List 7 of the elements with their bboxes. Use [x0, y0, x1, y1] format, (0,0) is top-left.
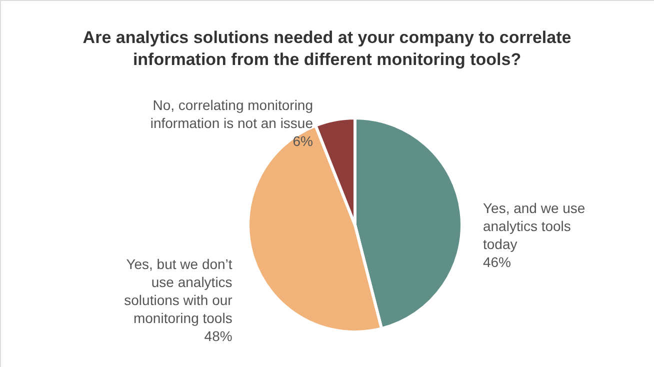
slice-label: Yes, and we use analytics tools today	[482, 200, 586, 252]
slice-label: Yes, but we don’t use analytics solutions with our monitoring tools	[124, 256, 233, 326]
slice-label: No, correlating monitoring information is not an issue	[150, 97, 314, 131]
data-label: 48%	[204, 328, 232, 344]
chart-title: Are analytics solutions needed at your company to correlate information from the different monitoring tools?	[82, 28, 572, 69]
data-label: 6%	[292, 133, 313, 149]
data-label: 46%	[482, 254, 512, 270]
